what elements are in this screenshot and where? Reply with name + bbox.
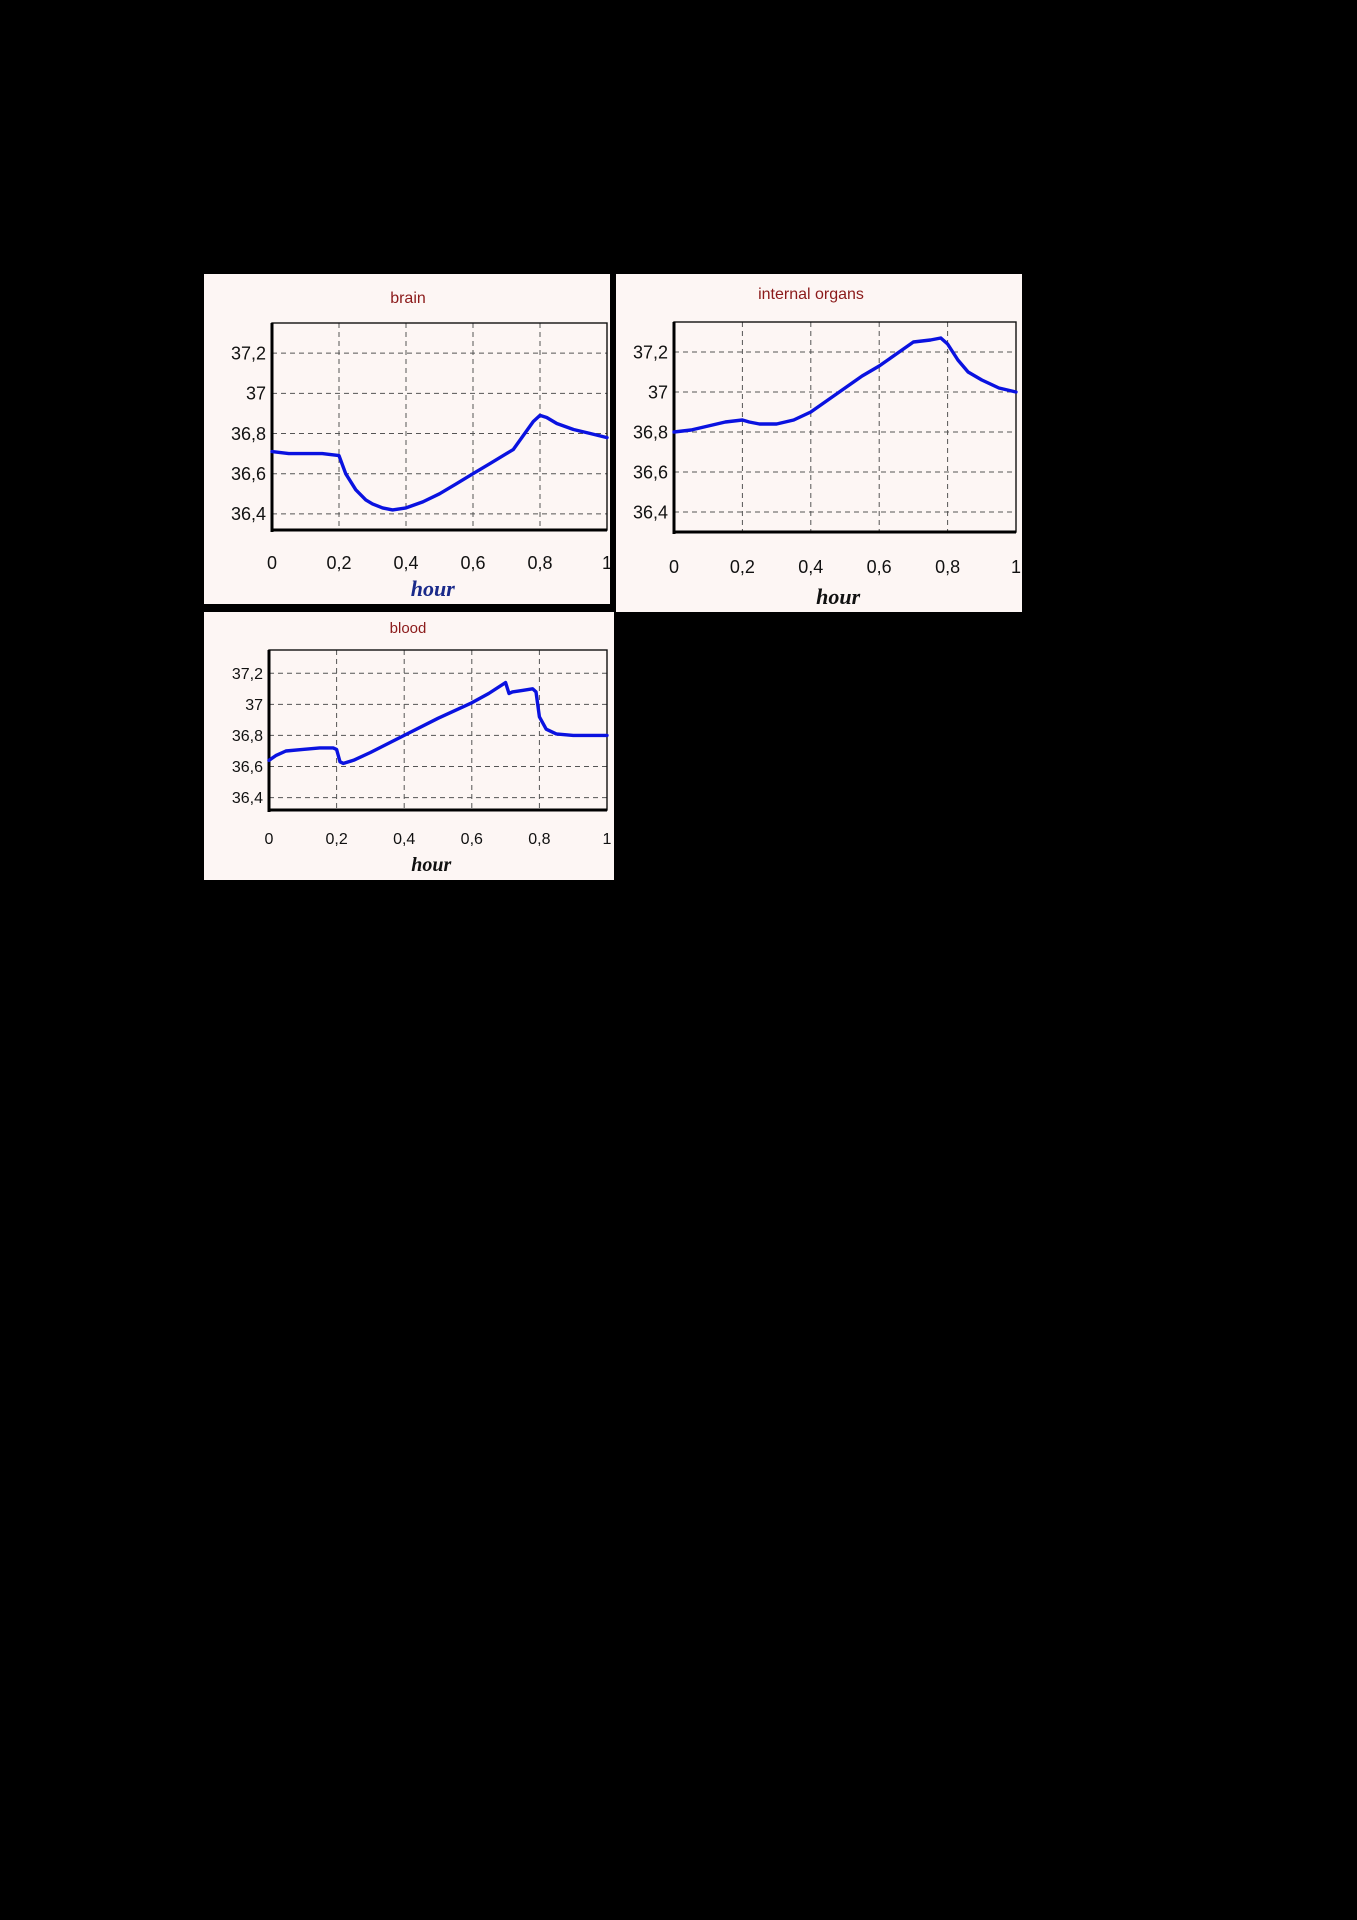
internal-organs-x-tick-label-4: 0,8: [935, 557, 960, 577]
blood-y-tick-label-4: 37,2: [232, 666, 263, 683]
brain-x-axis-label: hour: [411, 576, 455, 601]
blood-chart-panel: blood 36,4 36,6 36,8 37 37,2 0 0,2 0,4 0,6 0,8 1 ho…: [204, 612, 614, 880]
internal-organs-y-tick-label-0: 36,4: [633, 502, 668, 522]
internal-organs-y-tick-label-1: 36,6: [633, 462, 668, 482]
brain-x-tick-label-1: 0,2: [326, 553, 351, 573]
internal-organs-chart-title: internal organs: [758, 286, 864, 303]
internal-organs-chart: internal organs 36,4 36,6 36,8 37 37,2 0 0,2 0,…: [633, 286, 1021, 609]
blood-x-tick-label-1: 0,2: [325, 831, 347, 848]
internal-organs-y-tick-label-2: 36,8: [633, 422, 668, 442]
blood-y-tick-label-3: 37: [245, 697, 263, 714]
brain-y-tick-label-4: 37,2: [231, 343, 266, 363]
brain-plot-frame: [271, 322, 608, 531]
blood-y-tick-label-2: 36,8: [232, 728, 263, 745]
brain-x-tick-label-5: 1: [602, 553, 610, 573]
internal-organs-y-tick-label-4: 37,2: [633, 342, 668, 362]
blood-x-tick-label-4: 0,8: [528, 831, 550, 848]
brain-x-tick-label-4: 0,8: [527, 553, 552, 573]
internal-organs-plot-frame: [673, 321, 1017, 533]
blood-chart-title: blood: [390, 620, 427, 637]
internal-organs-x-axis-label: hour: [816, 584, 860, 609]
blood-x-tick-label-3: 0,6: [461, 831, 483, 848]
blood-x-tick-label-0: 0: [265, 831, 274, 848]
brain-y-tick-label-3: 37: [246, 384, 266, 404]
brain-chart-title: brain: [390, 290, 426, 307]
brain-y-tick-label-2: 36,8: [231, 424, 266, 444]
internal-organs-x-tick-label-1: 0,2: [730, 557, 755, 577]
brain-y-tick-label-1: 36,6: [231, 464, 266, 484]
internal-organs-x-tick-label-2: 0,4: [798, 557, 823, 577]
blood-plot-frame: [268, 649, 608, 811]
brain-chart: brain 36,4 36,6 36,8 37 37,2 0 0,2 0,4 0,6 0,8 1 ho…: [231, 290, 610, 601]
brain-x-tick-label-3: 0,6: [460, 553, 485, 573]
internal-organs-y-tick-label-3: 37: [648, 382, 668, 402]
internal-organs-x-tick-label-5: 1: [1011, 557, 1021, 577]
internal-organs-x-tick-label-0: 0: [669, 557, 679, 577]
brain-temperature-line: [270, 413, 609, 512]
blood-x-axis-label: hour: [411, 854, 451, 876]
blood-temperature-line: [267, 680, 609, 766]
internal-organs-chart-panel: internal organs 36,4 36,6 36,8 37 37,2 0 0,2 0,…: [616, 274, 1022, 612]
blood-y-tick-label-1: 36,6: [232, 759, 263, 776]
blood-chart: blood 36,4 36,6 36,8 37 37,2 0 0,2 0,4 0,6 0,8 1 ho…: [232, 620, 612, 876]
brain-chart-panel: brain 36,4 36,6 36,8 37 37,2 0 0,2 0,4 0,6 0,8 1 ho…: [204, 274, 610, 604]
internal-organs-x-tick-label-3: 0,6: [867, 557, 892, 577]
blood-x-tick-label-5: 1: [603, 831, 612, 848]
brain-x-tick-label-2: 0,4: [393, 553, 418, 573]
blood-y-tick-label-0: 36,4: [232, 790, 263, 807]
brain-x-tick-label-0: 0: [267, 553, 277, 573]
brain-y-tick-label-0: 36,4: [231, 504, 266, 524]
internal-organs-temperature-line: [672, 336, 1018, 434]
blood-x-tick-label-2: 0,4: [393, 831, 415, 848]
